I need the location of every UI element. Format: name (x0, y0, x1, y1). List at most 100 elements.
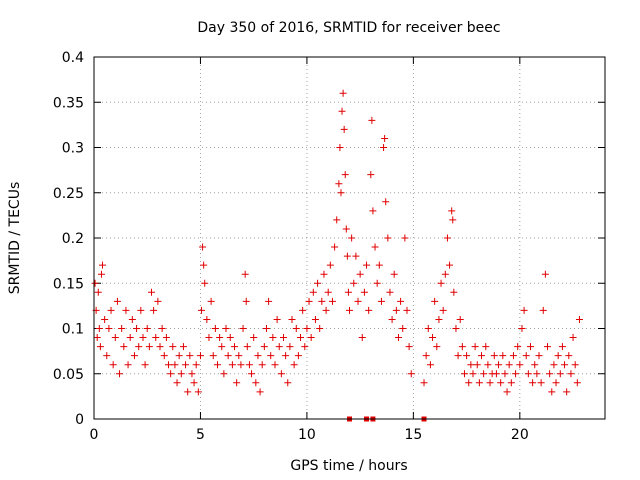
data-point (254, 352, 261, 359)
data-point (403, 307, 410, 314)
data-point (112, 334, 119, 341)
data-point (472, 343, 479, 350)
data-point (223, 325, 230, 332)
data-point (538, 379, 545, 386)
data-point (246, 361, 253, 368)
data-point (208, 298, 215, 305)
data-point (92, 280, 99, 287)
data-point (499, 352, 506, 359)
data-point (521, 307, 528, 314)
x-tick-label: 20 (511, 427, 529, 443)
data-point (382, 198, 389, 205)
data-point (269, 334, 276, 341)
y-tick-label: 0.1 (62, 322, 84, 338)
data-point (550, 361, 557, 368)
data-point (284, 379, 291, 386)
data-point (525, 370, 532, 377)
data-point (469, 370, 476, 377)
data-point (114, 298, 121, 305)
data-point (440, 307, 447, 314)
data-point (152, 334, 159, 341)
y-tick-label: 0 (75, 412, 84, 428)
data-point (231, 343, 238, 350)
data-point (159, 325, 166, 332)
data-point (438, 280, 445, 287)
data-point (295, 352, 302, 359)
data-point (325, 289, 332, 296)
data-point (237, 361, 244, 368)
data-point (182, 361, 189, 368)
data-point (408, 370, 415, 377)
data-point (357, 271, 364, 278)
data-point (553, 379, 560, 386)
data-point (344, 253, 351, 260)
data-point (200, 262, 207, 269)
data-point (240, 325, 247, 332)
chart-title: Day 350 of 2016, SRMTID for receiver bee… (197, 20, 500, 36)
data-point (198, 307, 205, 314)
data-point (433, 343, 440, 350)
data-point (133, 325, 140, 332)
data-point (271, 361, 278, 368)
data-point (540, 307, 547, 314)
data-point (314, 280, 321, 287)
data-point (129, 316, 136, 323)
data-point (278, 370, 285, 377)
data-point (331, 244, 338, 251)
data-point (220, 370, 227, 377)
data-point (157, 343, 164, 350)
data-point (369, 207, 376, 214)
data-point (510, 352, 517, 359)
data-point (476, 379, 483, 386)
data-point (397, 298, 404, 305)
data-point (423, 352, 430, 359)
data-point (244, 343, 251, 350)
data-point (457, 316, 464, 323)
data-point (391, 271, 398, 278)
data-point (108, 307, 115, 314)
data-point (348, 235, 355, 242)
y-tick-label: 0.3 (62, 141, 84, 157)
data-point (327, 262, 334, 269)
data-point (512, 370, 519, 377)
data-point (323, 307, 330, 314)
data-point (203, 316, 210, 323)
data-point (163, 334, 170, 341)
data-point (297, 334, 304, 341)
data-point (355, 298, 362, 305)
data-point (342, 171, 349, 178)
data-point (329, 298, 336, 305)
data-point (529, 379, 536, 386)
data-point (474, 361, 481, 368)
data-point (176, 352, 183, 359)
data-point (201, 280, 208, 287)
x-tick-label: 15 (404, 427, 422, 443)
data-point (282, 352, 289, 359)
data-point (94, 334, 101, 341)
data-point (280, 334, 287, 341)
data-point (135, 343, 142, 350)
data-point (154, 298, 161, 305)
data-point (225, 352, 232, 359)
data-point (544, 343, 551, 350)
data-point (180, 343, 187, 350)
data-point (257, 388, 264, 395)
data-point (461, 370, 468, 377)
data-point (335, 180, 342, 187)
data-point (252, 379, 259, 386)
data-point (386, 289, 393, 296)
data-point (478, 352, 485, 359)
data-point (118, 325, 125, 332)
data-point (274, 316, 281, 323)
data-point (561, 361, 568, 368)
data-point (110, 361, 117, 368)
data-point (125, 361, 132, 368)
data-point (267, 352, 274, 359)
data-points (92, 90, 583, 422)
data-point (384, 235, 391, 242)
data-point (191, 379, 198, 386)
data-point (193, 361, 200, 368)
data-point (368, 117, 375, 124)
data-point (442, 271, 449, 278)
data-point (431, 298, 438, 305)
